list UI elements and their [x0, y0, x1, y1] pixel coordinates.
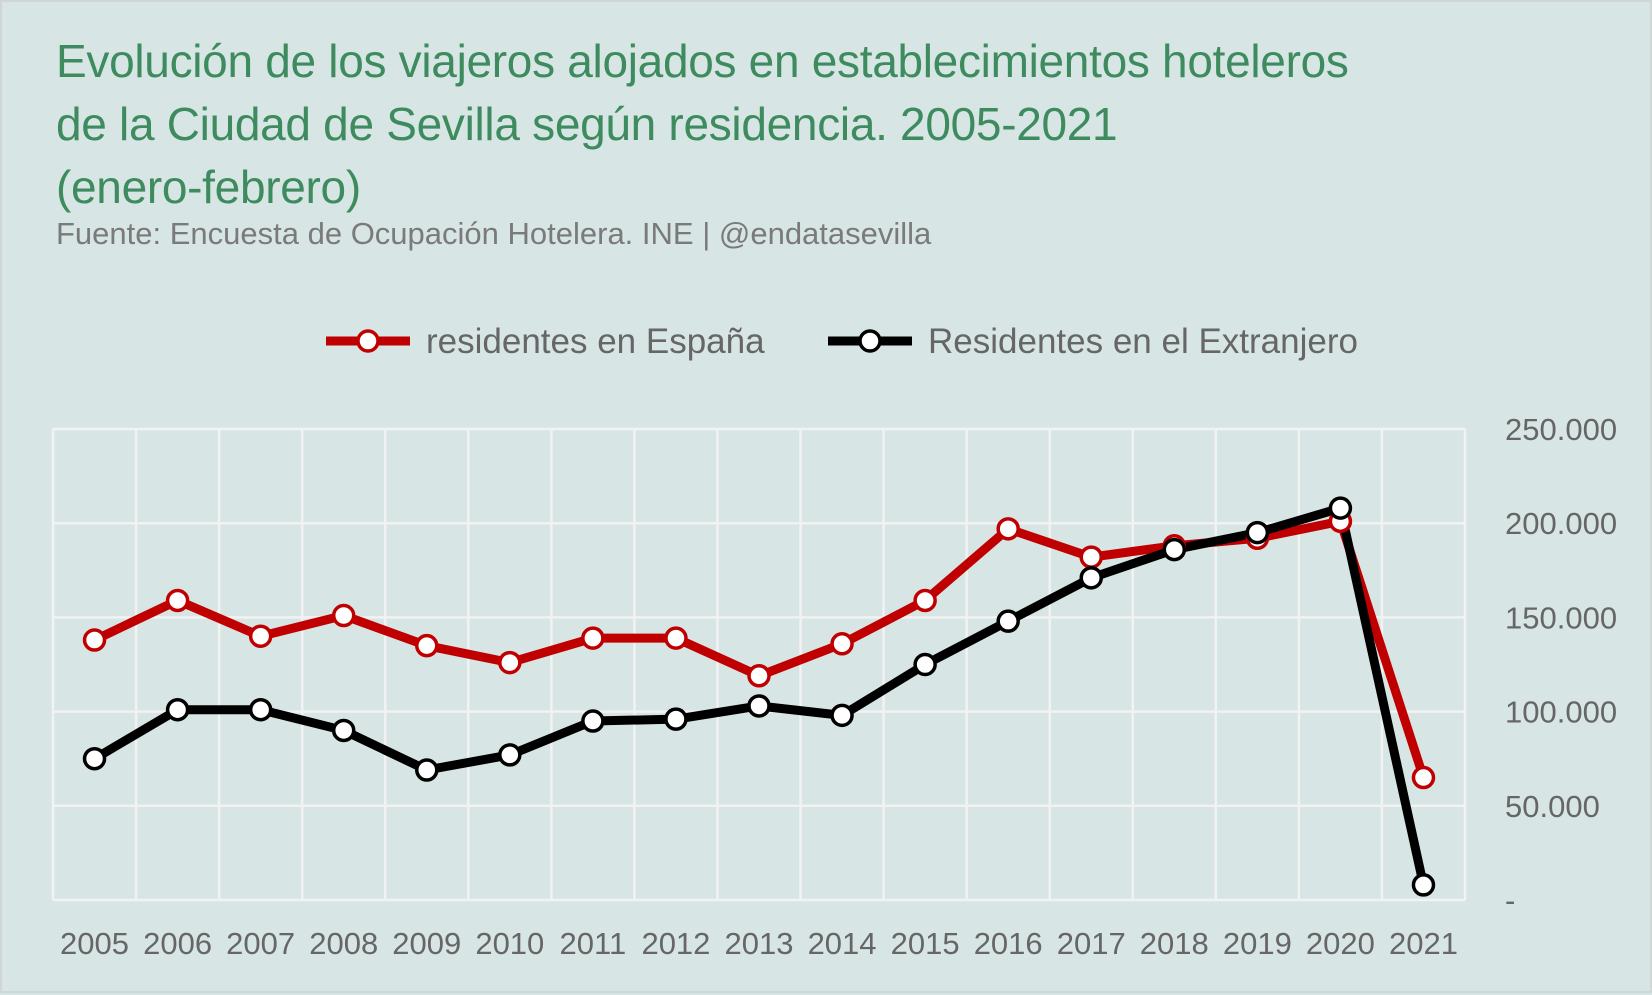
data-point-series-2 — [747, 694, 771, 718]
data-point-series-1 — [1411, 765, 1436, 790]
data-point-series-1 — [82, 628, 107, 652]
x-tick-label: 2019 — [1223, 926, 1292, 961]
chart-subtitle: Fuente: Encuesta de Ocupación Hotelera. … — [56, 216, 932, 251]
x-tick-label: 2012 — [641, 926, 710, 961]
x-tick-label: 2007 — [226, 926, 295, 961]
x-tick-label: 2017 — [1057, 926, 1126, 961]
legend-label-2: Residentes en el Extranjero — [928, 322, 1358, 361]
x-tick-label: 2009 — [392, 926, 461, 961]
x-tick-label: 2016 — [974, 926, 1043, 961]
data-point-series-2 — [1162, 537, 1187, 562]
x-tick-label: 2006 — [143, 926, 212, 961]
x-tick-label: 2015 — [891, 926, 960, 961]
data-point-series-1 — [747, 664, 771, 688]
data-point-series-1 — [498, 650, 522, 675]
x-tick-label: 2011 — [560, 926, 627, 961]
data-point-series-1 — [1079, 545, 1103, 569]
y-tick-label: 100.000 — [1505, 695, 1617, 730]
data-point-series-2 — [996, 609, 1020, 633]
title-line-1: Evolución de los viajeros alojados en es… — [56, 35, 1349, 87]
chart-title: Evolución de los viajeros alojados en es… — [56, 30, 1349, 219]
data-point-series-2 — [331, 718, 356, 743]
data-point-series-2 — [830, 703, 854, 728]
x-tick-label: 2008 — [309, 926, 378, 961]
x-tick-label: 2005 — [60, 926, 129, 961]
legend-marker-2 — [858, 329, 882, 353]
data-point-series-1 — [165, 588, 190, 613]
title-line-3: (enero-febrero) — [56, 161, 361, 213]
y-tick-label: - — [1505, 883, 1515, 918]
y-tick-label: 200.000 — [1505, 506, 1617, 541]
x-tick-label: 2018 — [1140, 926, 1209, 961]
data-point-series-1 — [913, 588, 937, 613]
title-line-2: de la Ciudad de Sevilla según residencia… — [56, 98, 1118, 150]
data-point-series-2 — [498, 743, 522, 767]
data-point-series-1 — [331, 603, 356, 628]
y-tick-label: 150.000 — [1505, 600, 1617, 635]
data-point-series-2 — [581, 709, 605, 733]
data-point-series-1 — [830, 632, 854, 656]
data-point-series-2 — [415, 758, 439, 782]
data-point-series-2 — [1328, 496, 1353, 520]
data-point-series-2 — [1411, 873, 1436, 897]
data-point-series-2 — [82, 746, 107, 771]
data-point-series-1 — [248, 624, 273, 648]
data-point-series-1 — [415, 633, 439, 658]
y-tick-label: 50.000 — [1505, 789, 1600, 824]
series-line-1 — [92, 516, 1428, 779]
data-point-series-1 — [581, 626, 605, 650]
data-point-series-2 — [664, 707, 688, 731]
data-point-series-1 — [664, 626, 688, 650]
y-tick-label: 250.000 — [1505, 412, 1617, 447]
data-point-series-2 — [165, 697, 190, 722]
data-point-series-2 — [248, 697, 273, 722]
x-tick-label: 2021 — [1389, 926, 1458, 961]
x-tick-label: 2010 — [475, 926, 544, 961]
x-tick-label: 2020 — [1306, 926, 1375, 961]
data-point-series-1 — [996, 517, 1020, 541]
legend-label-1: residentes en España — [426, 322, 765, 361]
legend-marker-1 — [356, 329, 380, 353]
data-point-series-2 — [913, 652, 937, 677]
data-point-series-2 — [1079, 566, 1103, 590]
x-tick-label: 2013 — [725, 926, 794, 961]
x-tick-label: 2014 — [808, 926, 877, 961]
data-point-series-2 — [1245, 520, 1270, 545]
